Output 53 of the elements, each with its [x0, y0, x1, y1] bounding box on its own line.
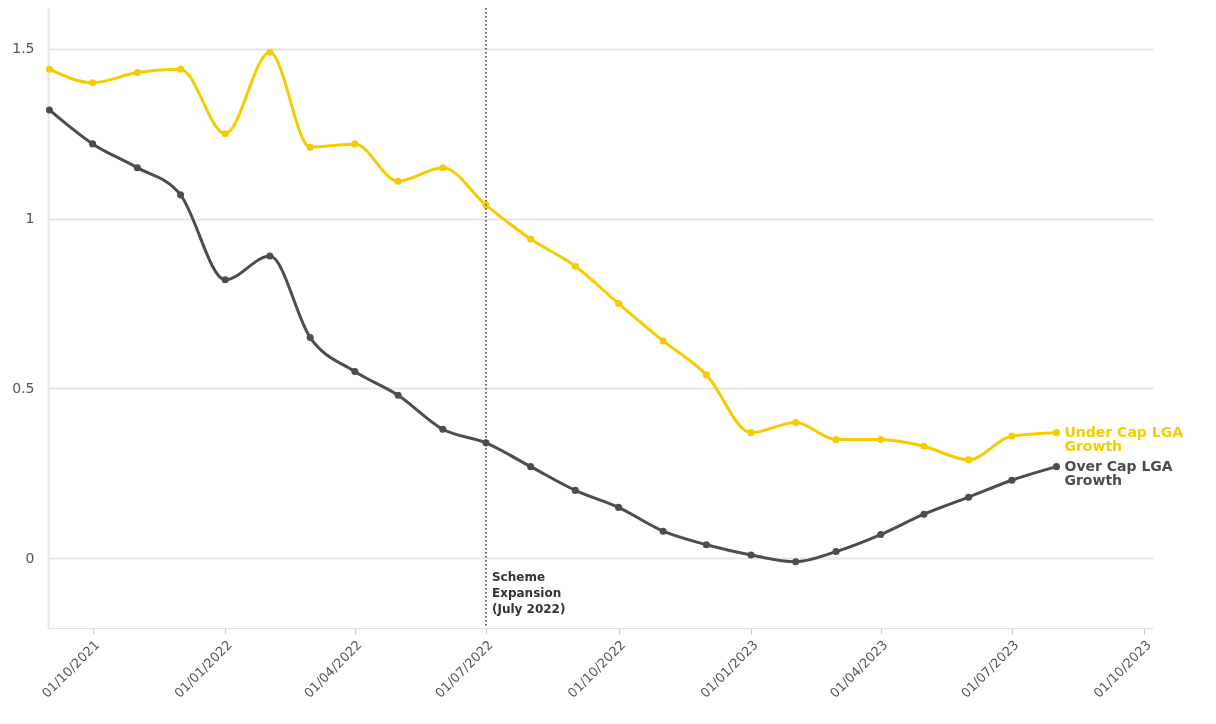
y-tick-label: 0: [25, 549, 35, 566]
point: [702, 541, 710, 549]
point: [965, 493, 973, 501]
y-tick-label: 1.5: [12, 40, 35, 57]
point: [45, 65, 53, 73]
point: [394, 177, 402, 185]
series-label: Under Cap LGA Growth: [1064, 423, 1184, 454]
point: [133, 164, 141, 172]
point: [221, 130, 229, 138]
point: [306, 143, 314, 151]
point: [965, 456, 973, 464]
point: [221, 276, 229, 284]
point: [659, 337, 667, 345]
point: [571, 486, 579, 494]
point: [792, 418, 800, 426]
point: [89, 140, 97, 148]
point: [527, 235, 535, 243]
point: [1008, 432, 1016, 440]
point: [1052, 429, 1061, 437]
point: [266, 252, 274, 260]
ref-line-label: Scheme Expansion (July 2022): [491, 570, 566, 616]
point: [877, 531, 885, 539]
point: [792, 558, 800, 566]
point: [306, 334, 314, 342]
y-tick-label: 0.5: [12, 379, 35, 396]
point: [832, 435, 840, 443]
point: [920, 510, 928, 518]
point: [877, 435, 885, 443]
point: [439, 164, 447, 172]
point: [920, 442, 928, 450]
point: [133, 69, 141, 77]
y-tick-label: 1: [25, 210, 35, 227]
point: [89, 79, 97, 87]
point: [266, 48, 274, 56]
point: [571, 262, 579, 270]
series-label: Over Cap LGA Growth: [1064, 457, 1173, 488]
point: [177, 191, 185, 199]
point: [614, 300, 623, 308]
point: [177, 65, 185, 73]
point: [45, 106, 53, 114]
point: [702, 371, 710, 379]
point: [1052, 463, 1061, 471]
point: [659, 527, 667, 535]
point: [351, 140, 359, 148]
point: [614, 503, 623, 511]
point: [747, 429, 755, 437]
point: [439, 425, 447, 433]
point: [1008, 476, 1016, 484]
point: [351, 367, 359, 376]
point: [527, 463, 535, 471]
point: [832, 548, 840, 556]
point: [747, 551, 755, 559]
point: [394, 391, 402, 399]
